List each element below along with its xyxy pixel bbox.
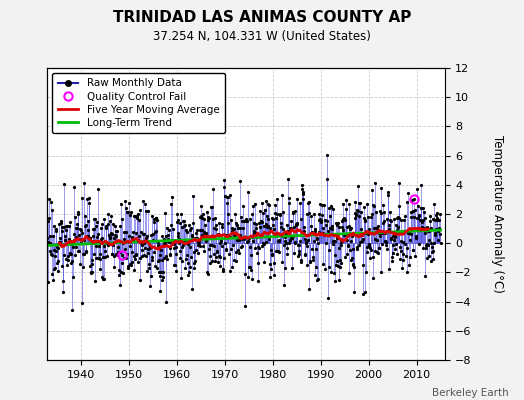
Y-axis label: Temperature Anomaly (°C): Temperature Anomaly (°C) xyxy=(491,135,504,293)
Legend: Raw Monthly Data, Quality Control Fail, Five Year Moving Average, Long-Term Tren: Raw Monthly Data, Quality Control Fail, … xyxy=(52,73,225,133)
Text: TRINIDAD LAS ANIMAS COUNTY AP: TRINIDAD LAS ANIMAS COUNTY AP xyxy=(113,10,411,25)
Text: Berkeley Earth: Berkeley Earth xyxy=(432,388,508,398)
Text: 37.254 N, 104.331 W (United States): 37.254 N, 104.331 W (United States) xyxy=(153,30,371,43)
